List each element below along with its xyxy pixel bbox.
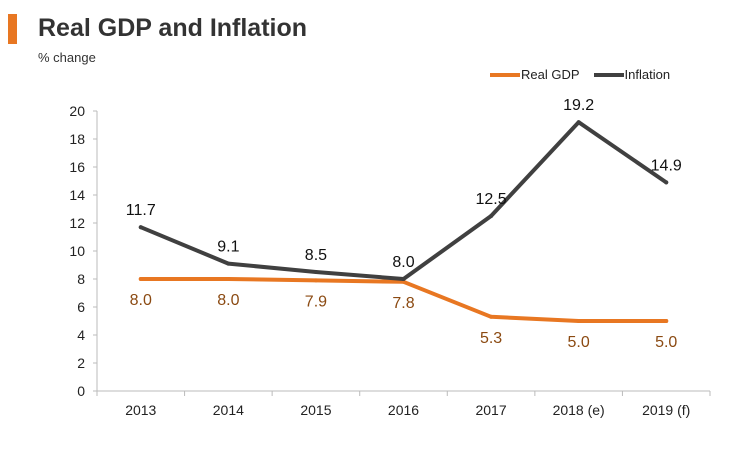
data-point-inflation bbox=[401, 277, 406, 281]
y-tick-label: 10 bbox=[69, 243, 85, 259]
data-label-real-gdp: 8.0 bbox=[217, 292, 239, 309]
y-tick-label: 12 bbox=[69, 215, 85, 231]
data-label-inflation: 8.0 bbox=[392, 254, 414, 271]
data-point-real-gdp bbox=[489, 314, 494, 319]
data-point-real-gdp bbox=[138, 277, 143, 281]
chart-title: Real GDP and Inflation bbox=[38, 14, 308, 42]
data-label-real-gdp: 7.8 bbox=[392, 295, 414, 312]
y-tick-label: 4 bbox=[77, 327, 85, 343]
data-point-inflation bbox=[664, 180, 669, 185]
data-point-inflation bbox=[313, 270, 318, 274]
x-tick-label: 2015 bbox=[300, 402, 331, 418]
data-label-real-gdp: 5.0 bbox=[568, 334, 590, 351]
legend-item-inflation: Inflation bbox=[593, 67, 671, 82]
data-label-real-gdp: 5.3 bbox=[480, 330, 502, 347]
y-tick-label: 16 bbox=[69, 159, 85, 175]
legend: Real GDP Inflation bbox=[490, 67, 670, 82]
x-tick-label: 2014 bbox=[213, 402, 244, 418]
data-point-real-gdp bbox=[313, 278, 318, 283]
x-tick-label: 2017 bbox=[475, 402, 506, 418]
x-tick-label: 2013 bbox=[125, 402, 156, 418]
legend-label-real-gdp: Real GDP bbox=[521, 67, 580, 82]
x-tick-label: 2018 (e) bbox=[553, 402, 605, 418]
data-point-inflation bbox=[489, 214, 494, 218]
data-point-real-gdp bbox=[576, 319, 581, 323]
data-label-inflation: 8.5 bbox=[305, 247, 327, 264]
data-label-inflation: 9.1 bbox=[217, 239, 239, 256]
data-label-real-gdp: 5.0 bbox=[655, 334, 677, 351]
y-tick-label: 8 bbox=[77, 271, 85, 287]
data-point-real-gdp bbox=[664, 319, 669, 323]
y-tick-label: 20 bbox=[69, 103, 85, 119]
legend-swatch-real-gdp bbox=[490, 72, 520, 77]
data-label-inflation: 12.5 bbox=[476, 191, 507, 208]
x-tick-label: 2016 bbox=[388, 402, 419, 418]
x-tick-label: 2019 (f) bbox=[642, 402, 690, 418]
data-point-real-gdp bbox=[226, 277, 231, 281]
y-tick-label: 2 bbox=[77, 355, 85, 371]
legend-swatch-inflation bbox=[593, 72, 624, 77]
y-tick-label: 18 bbox=[69, 131, 85, 147]
data-label-real-gdp: 8.0 bbox=[130, 292, 152, 309]
data-label-inflation: 11.7 bbox=[126, 202, 156, 219]
legend-label-inflation: Inflation bbox=[624, 67, 671, 82]
chart-subtitle: % change bbox=[38, 50, 96, 65]
title-accent-bar bbox=[8, 14, 17, 44]
y-tick-label: 14 bbox=[69, 187, 85, 203]
data-point-inflation bbox=[576, 120, 581, 125]
y-tick-label: 6 bbox=[77, 299, 85, 315]
data-point-inflation bbox=[138, 225, 143, 230]
data-label-inflation: 14.9 bbox=[651, 157, 682, 174]
data-point-inflation bbox=[226, 261, 231, 266]
legend-item-real-gdp: Real GDP bbox=[490, 67, 580, 82]
y-tick-label: 0 bbox=[77, 383, 85, 399]
data-label-inflation: 19.2 bbox=[563, 97, 594, 114]
data-label-real-gdp: 7.9 bbox=[305, 293, 327, 310]
